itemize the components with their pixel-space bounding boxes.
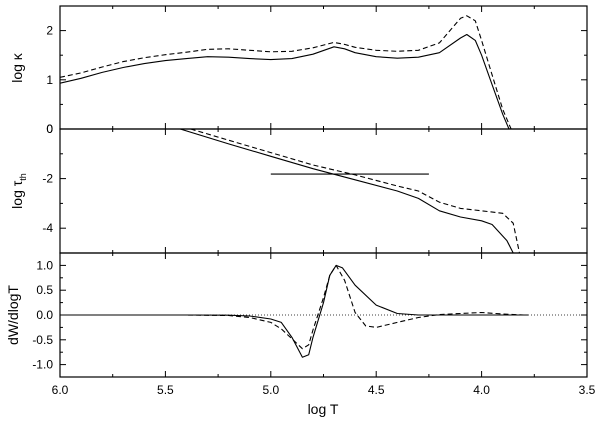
panel-ticks: 0 1 2	[46, 6, 588, 136]
y-tick-label: 0	[46, 122, 53, 136]
y-tick-label: -0.5	[32, 333, 53, 347]
panel-ticks: -4 -2 0	[42, 122, 588, 253]
panel-series	[60, 15, 512, 129]
series-line-dashed	[190, 129, 521, 253]
x-tick-label: 6.0	[52, 383, 69, 397]
x-tick-label: 3.5	[579, 383, 596, 397]
y-tick-label: -1.0	[32, 358, 53, 372]
series-line-solid	[60, 264, 528, 358]
x-tick-label: 5.5	[157, 383, 174, 397]
ylabel-tau-sub: th	[18, 173, 28, 181]
series-line-dashed	[60, 264, 524, 350]
y-tick-label: 2	[46, 24, 53, 38]
y-tick-label: -2	[42, 172, 53, 186]
series-line-solid	[180, 129, 514, 253]
panel-series	[180, 129, 521, 253]
series-line-solid	[60, 33, 510, 129]
panel-weight-function: -1.0 -0.5 0.0 0.5 1.0 dW/dlogT	[5, 252, 588, 378]
panel-opacity: 0 1 2 log κ	[9, 5, 588, 136]
y-tick-label: 1	[46, 73, 53, 87]
ylabel-kappa: log κ	[9, 52, 25, 83]
panel-frame	[59, 5, 588, 130]
y-tick-label: 0.0	[36, 308, 53, 322]
series-line-dashed	[60, 15, 512, 129]
panel-series	[60, 264, 587, 358]
xlabel: log T	[308, 401, 339, 417]
y-tick-label: 0.5	[36, 283, 53, 297]
x-tick-label: 5.0	[262, 383, 279, 397]
ylabel-tau-main: log τ	[9, 180, 25, 209]
y-tick-label: 0	[46, 122, 53, 136]
panel-frame	[59, 128, 588, 254]
x-tick-label: 4.5	[368, 383, 385, 397]
y-tick-label: 1.0	[36, 258, 53, 272]
ylabel-dw: dW/dlogT	[5, 285, 21, 345]
panel-ticks: -1.0 -0.5 0.0 0.5 1.0	[32, 253, 588, 377]
y-tick-label: -4	[42, 221, 53, 235]
panel-optical-depth: -4 -2 0 log τth	[9, 122, 588, 254]
x-axis: 6.0 5.5 5.0 4.5 4.0 3.5	[52, 383, 596, 397]
x-tick-label: 4.0	[473, 383, 490, 397]
ylabel-tau: log τth	[9, 173, 28, 209]
